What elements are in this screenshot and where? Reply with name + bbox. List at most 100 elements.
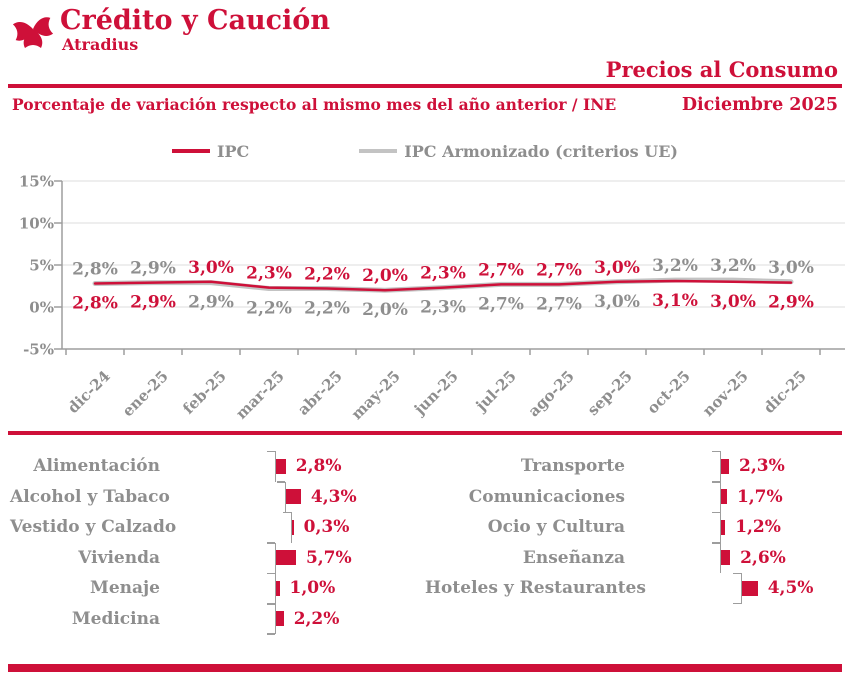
y-axis-tick: 0% [29, 299, 54, 317]
bar-row: Ocio y Cultura 1,2% [425, 511, 840, 543]
data-label-bottom: 2,9% [188, 293, 234, 313]
bar-value: 1,2% [735, 517, 781, 538]
bar [721, 458, 730, 474]
legend: IPC IPC Armonizado (criterios UE) [0, 141, 850, 161]
bar-cell: 1,2% [712, 511, 840, 543]
chart-subtitle: Porcentaje de variación respecto al mism… [12, 95, 617, 114]
bar-row: Menaje 1,0% [10, 572, 425, 604]
axis-tick [276, 481, 285, 483]
bar-category-label: Hoteles y Restaurantes [425, 578, 646, 599]
bar-row: Vivienda 5,7% [10, 542, 425, 573]
bar-category-label: Medicina [71, 608, 160, 629]
legend-item-armonizado: IPC Armonizado (criterios UE) [359, 142, 678, 161]
bar-value: 2,2% [293, 608, 340, 629]
y-axis-tick: 15% [19, 173, 54, 191]
bar-cell: 2,3% [712, 450, 840, 482]
data-label-bottom: 2,2% [246, 299, 292, 319]
bar [276, 550, 296, 566]
line-chart-svg: 15% 10% 5% 0% -5% 2,8% 2,8% dic-24 2,9% 2,9% ene-2… [19, 173, 845, 421]
bar-cell: 4,5% [732, 572, 840, 604]
bar-value: 0,3% [303, 517, 350, 538]
bar-category-label: Alimentación [33, 456, 160, 477]
axis-tick [267, 542, 275, 544]
x-axis-label: feb-25 [179, 367, 230, 418]
legend-item-ipc: IPC [172, 142, 249, 161]
bar-value: 2,3% [739, 456, 785, 477]
subtitle-row: Porcentaje de variación respecto al mism… [12, 95, 838, 115]
bar-category-label: Comunicaciones [468, 486, 625, 507]
data-label-bottom: 2,2% [304, 299, 350, 319]
data-label-top: 2,8% [72, 259, 118, 279]
bar-cell: 2,8% [267, 450, 425, 482]
bar-value: 1,7% [736, 486, 783, 507]
brand-logo: Crédito y Caución Atradius [12, 6, 330, 54]
section-divider [8, 431, 842, 435]
bar-category-label: Vivienda [78, 547, 160, 568]
data-label-bottom: 2,7% [478, 294, 524, 314]
axis-tick [712, 511, 720, 513]
axis-tick [283, 511, 292, 513]
bar-value: 4,3% [310, 486, 357, 507]
data-label-top: 2,9% [130, 259, 176, 279]
brand-subname: Atradius [62, 35, 139, 54]
legend-label-ipc: IPC [217, 141, 250, 161]
data-label-bottom: 3,0% [710, 292, 756, 312]
x-axis-label: may-25 [348, 367, 404, 421]
x-axis-label: abr-25 [294, 367, 346, 419]
y-axis-tick: -5% [23, 341, 54, 359]
axis-tick [267, 572, 275, 574]
bar-value: 2,8% [295, 456, 342, 477]
report-date: Diciembre 2025 [681, 95, 838, 115]
bars-section: Alimentación 2,8% Alcohol y Tabaco 4,3% Vest… [10, 450, 840, 635]
bar [721, 519, 726, 535]
legend-label-armonizado: IPC Armonizado (criterios UE) [404, 141, 678, 161]
bar-row: Vestido y Calzado 0,3% [10, 511, 425, 543]
x-axis-label: sep-25 [584, 367, 636, 419]
axis-tick [712, 542, 720, 544]
bar-cell: 1,0% [267, 572, 425, 604]
y-axis-tick: 10% [19, 215, 54, 233]
bar-category-label: Transporte [520, 456, 625, 477]
x-axis-label: ago-25 [525, 367, 578, 420]
brand-name: Crédito y Caución [60, 5, 330, 36]
bar-row: Hoteles y Restaurantes 4,5% [425, 572, 840, 604]
data-label-bottom: 2,8% [72, 293, 118, 313]
data-label-bottom: 2,0% [362, 300, 408, 320]
data-label-bottom: 2,3% [420, 298, 466, 318]
bar-category-label: Ocio y Cultura [487, 517, 625, 538]
bar-row: Transporte 2,3% [425, 450, 840, 482]
brand-logo-icon [12, 17, 54, 48]
bottom-rule [8, 664, 842, 672]
x-axis-label: mar-25 [232, 367, 288, 421]
x-axis-label: dic-24 [64, 367, 114, 417]
bar [721, 489, 727, 505]
bar-row: Enseñanza 2,6% [425, 542, 840, 573]
y-axis-tick: 5% [29, 257, 54, 275]
legend-swatch-armonizado [359, 148, 398, 154]
bar-cell: 5,7% [267, 542, 425, 573]
data-label-top: 2,7% [478, 260, 524, 280]
bar-value: 5,7% [305, 547, 352, 568]
bar-cell: 2,6% [712, 542, 840, 573]
bar-category-label: Menaje [90, 578, 160, 599]
bar-cell: 1,7% [712, 481, 840, 512]
bar-cell: 2,2% [267, 603, 425, 635]
header: Crédito y Caución Atradius Precios al Co… [0, 0, 850, 84]
axis-tick [732, 602, 741, 604]
data-label-top: 3,0% [594, 258, 640, 278]
x-axis-label: jul-25 [471, 367, 520, 416]
data-label-top: 3,2% [652, 256, 698, 276]
bar-category-label: Vestido y Calzado [10, 517, 177, 538]
axis-tick [712, 481, 720, 483]
x-axis-label: dic-25 [760, 367, 810, 417]
legend-swatch-ipc [172, 148, 210, 154]
data-label-bottom: 2,9% [130, 293, 176, 313]
data-label-top: 3,0% [188, 258, 234, 278]
axis-tick [732, 572, 741, 574]
bar [292, 519, 294, 535]
data-label-bottom: 3,0% [594, 292, 640, 312]
brand-text: Crédito y Caución Atradius [60, 6, 330, 54]
data-label-top: 2,2% [304, 265, 350, 285]
x-axis-label: oct-25 [644, 367, 694, 417]
